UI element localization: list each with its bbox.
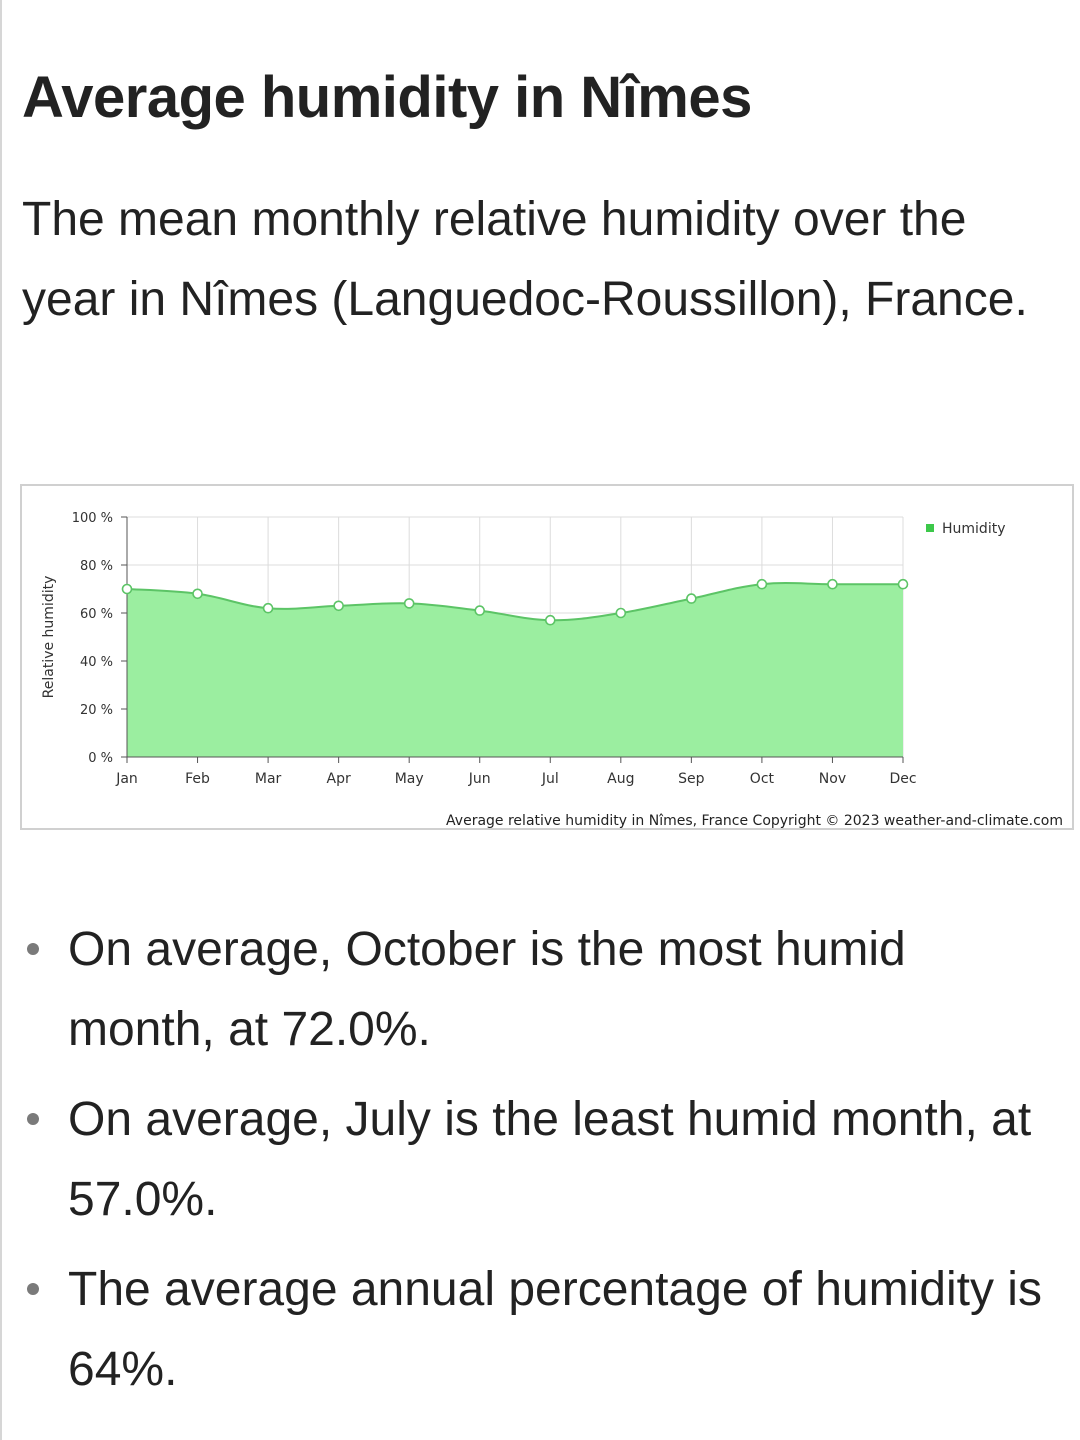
x-tick-label: Jun [468, 771, 491, 787]
fact-text: On average, October is the most humid mo… [68, 923, 906, 1056]
y-tick-label: 60 % [80, 607, 113, 622]
chart-series-area [126, 582, 903, 757]
x-tick-label: Oct [750, 771, 775, 787]
x-tick-label: Nov [819, 771, 846, 787]
chart-caption: Average relative humidity in Nîmes, Fran… [446, 813, 1063, 828]
data-point-marker [827, 578, 838, 590]
page-left-border [0, 0, 2, 1440]
list-item: On average, October is the most humid mo… [0, 910, 1080, 1070]
chart-canvas: 0 % 20 % 40 % 60 % 80 % 100 % Jan Feb Mar Apr May J… [41, 511, 1063, 828]
legend-label: Humidity [942, 521, 1005, 537]
legend-swatch-icon [926, 524, 934, 532]
x-tick-label: Apr [327, 771, 351, 787]
x-tick-label: Dec [889, 771, 916, 787]
data-point-marker [756, 578, 768, 590]
data-point-marker [333, 600, 344, 612]
bullet-icon [27, 1283, 39, 1295]
x-tick-label: May [395, 771, 424, 787]
list-item: On average, July is the least humid mont… [0, 1080, 1080, 1240]
x-tick-label: Jul [541, 771, 559, 787]
bullet-icon [27, 943, 39, 955]
humidity-chart: 0 % 20 % 40 % 60 % 80 % 100 % Jan Feb Mar Apr May J… [20, 484, 1074, 830]
fact-text: On average, July is the least humid mont… [68, 1093, 1032, 1226]
chart-axes [121, 516, 904, 763]
y-tick-label: 40 % [80, 655, 113, 670]
y-tick-label: 80 % [80, 559, 113, 574]
data-point-marker [544, 614, 556, 626]
x-tick-label: Feb [185, 771, 210, 787]
data-point-marker [897, 578, 909, 590]
fact-text: The average annual percentage of humidit… [68, 1263, 1042, 1396]
list-item: The average annual percentage of humidit… [0, 1250, 1080, 1410]
data-point-marker [474, 605, 486, 616]
data-point-marker [686, 593, 697, 604]
data-point-marker [192, 588, 203, 600]
x-tick-label: Mar [255, 771, 282, 787]
y-tick-label: 0 % [88, 751, 113, 766]
bullet-icon [27, 1113, 39, 1125]
data-point-marker [403, 598, 415, 609]
x-tick-label: Aug [607, 771, 634, 787]
y-tick-label: 100 % [72, 511, 113, 526]
y-tick-label: 20 % [80, 703, 113, 718]
humidity-area-fill [127, 583, 903, 757]
data-point-marker [121, 583, 133, 595]
chart-labels: 0 % 20 % 40 % 60 % 80 % 100 % Jan Feb Mar Apr May J… [41, 511, 1063, 828]
data-point-marker [615, 607, 627, 619]
page-title: Average humidity in Nîmes [22, 65, 752, 130]
y-axis-title: Relative humidity [41, 576, 57, 699]
x-tick-label: Sep [678, 771, 705, 787]
x-tick-label: Jan [115, 771, 138, 787]
intro-paragraph: The mean monthly relative humidity over … [22, 193, 1028, 326]
humidity-facts-list: On average, October is the most humid mo… [0, 910, 1080, 1420]
humidity-line [126, 582, 903, 622]
chart-points [121, 578, 909, 626]
data-point-marker [262, 602, 274, 614]
